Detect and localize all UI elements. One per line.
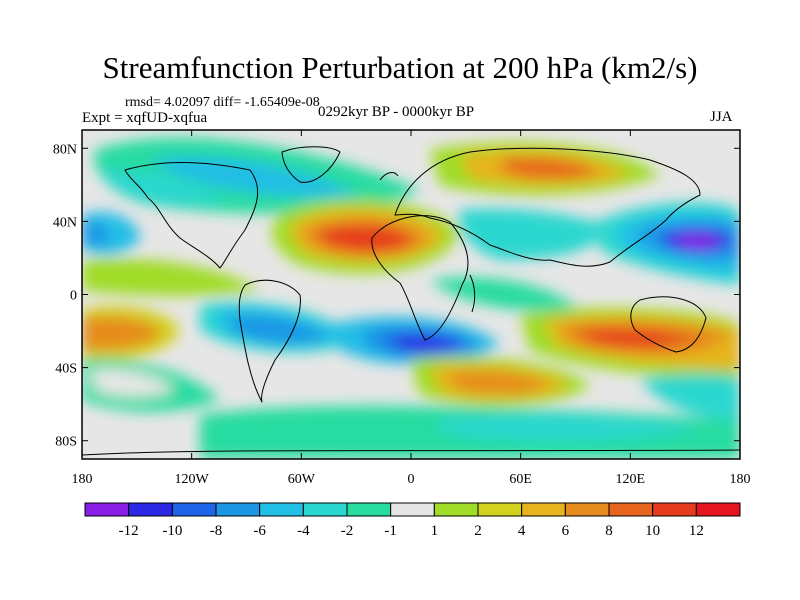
colorbar-swatch	[128, 502, 173, 517]
colorbar-swatch	[215, 502, 261, 517]
y-tick-label: 40N	[53, 215, 77, 230]
chart-title: Streamfunction Perturbation at 200 hPa (…	[102, 50, 698, 85]
colorbar-label: 6	[562, 523, 570, 539]
y-tick-label: 0	[70, 289, 77, 304]
colorbar-label: -4	[297, 523, 310, 539]
colorbar-label: -1	[384, 523, 397, 539]
x-tick-label: 180	[730, 472, 751, 487]
colorbar-label: 4	[518, 523, 526, 539]
colorbar-label: 2	[474, 523, 482, 539]
colorbar-swatch	[564, 502, 610, 517]
coastlines	[82, 146, 740, 456]
colorbar-swatch	[608, 502, 654, 517]
season-label: JJA	[710, 109, 733, 125]
x-tick-label: 0	[408, 472, 415, 487]
axis-ticks	[81, 130, 741, 459]
x-tick-label: 120W	[175, 472, 210, 487]
colorbar-swatch	[390, 502, 435, 517]
x-tick-label: 60W	[288, 472, 316, 487]
x-tick-label: 180	[72, 472, 93, 487]
colorbar-label: 10	[645, 523, 660, 539]
colorbar-label: -10	[162, 523, 182, 539]
y-tick-label: 40S	[55, 362, 77, 377]
colorbar-swatch	[652, 502, 697, 517]
stats-label: rmsd= 4.02097 diff= -1.65409e-08	[125, 95, 320, 110]
field-map	[82, 130, 740, 459]
colorbar-swatch	[477, 502, 523, 517]
y-tick-label: 80N	[53, 142, 77, 157]
colorbar-label: 1	[431, 523, 439, 539]
colorbar-label: -8	[210, 523, 223, 539]
colorbar-swatch	[84, 502, 130, 517]
colorbar-label: 12	[689, 523, 704, 539]
experiment-label: Expt = xqfUD-xqfua	[82, 110, 208, 126]
colorbar-swatch	[259, 502, 304, 517]
colorbar-swatch	[346, 502, 392, 517]
y-tick-label: 80S	[55, 435, 77, 450]
colorbar-swatch	[433, 502, 479, 517]
colorbar: -12 -10 -8 -6 -4 -2 -1 1 2 4 6 8 10 12	[84, 502, 741, 539]
colorbar-swatch	[171, 502, 217, 517]
colorbar-swatch	[695, 502, 741, 517]
colorbar-swatch	[521, 502, 566, 517]
axis-labels: 180 120W 60W 0 60E 120E 180 80N 40N 0 40S 80S	[53, 142, 751, 487]
period-label: 0292kyr BP - 0000kyr BP	[318, 104, 475, 120]
x-tick-label: 120E	[616, 472, 646, 487]
colorbar-label: -6	[253, 523, 266, 539]
colorbar-label: 8	[605, 523, 613, 539]
x-tick-label: 60E	[509, 472, 532, 487]
colorbar-label: -2	[341, 523, 354, 539]
colorbar-label: -12	[119, 523, 139, 539]
colorbar-swatch	[302, 502, 348, 517]
